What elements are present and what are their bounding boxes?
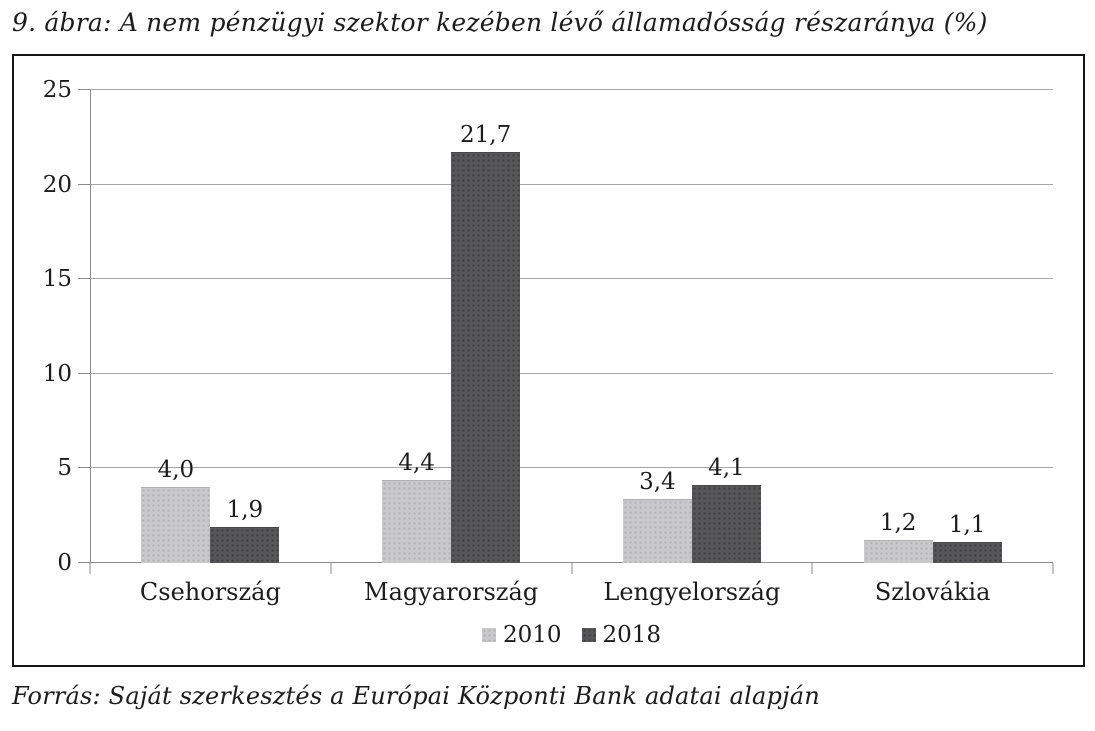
- y-axis-tick-label: 0: [57, 550, 72, 576]
- bar-value-label: 4,0: [157, 457, 195, 484]
- source-note: Forrás: Saját szerkesztés a Európai Közp…: [12, 682, 820, 710]
- gridline: [90, 278, 1053, 280]
- bar-2010: 4,4: [382, 450, 452, 563]
- x-axis-category-label: Magyarország: [364, 578, 539, 606]
- gridline: [90, 89, 1053, 90]
- figure-title: 9. ábra: A nem pénzügyi szektor kezében …: [12, 8, 988, 37]
- x-axis: [90, 562, 1053, 563]
- bar-2018: 4,1: [691, 455, 761, 563]
- y-axis: [90, 90, 91, 563]
- bar-2018: 1,1: [932, 512, 1002, 563]
- bar-2010: 1,2: [863, 510, 933, 563]
- bar-2018: 1,9: [210, 497, 280, 563]
- y-axis-tick-label: 15: [42, 266, 72, 293]
- y-axis-tick: [78, 562, 90, 563]
- x-axis-category-label: Csehország: [139, 578, 281, 606]
- x-axis-tick: [89, 563, 91, 574]
- x-axis-tick: [330, 563, 332, 574]
- plot-area: 0 5 10 15 20 25 4,0 1,9 4,4 21,7 3,4 4,1 1,2 1,1: [43, 77, 1054, 576]
- gridline: [90, 183, 1053, 185]
- gridline: [90, 372, 1053, 374]
- bar-value-label: 4,1: [708, 455, 745, 482]
- x-axis-tick: [571, 563, 572, 574]
- chart-frame: 0 5 10 15 20 25 4,0 1,9 4,4 21,7 3,4 4,1 1,2 1,1 Cseh…: [12, 54, 1085, 667]
- bar-value-label: 1,2: [879, 510, 917, 537]
- bar-2010: 3,4: [622, 469, 692, 563]
- y-axis-tick-label: 25: [42, 77, 72, 103]
- legend-swatch-2018: [581, 628, 596, 642]
- y-axis-tick-label: 20: [42, 171, 72, 198]
- legend-item-2018: 2018: [581, 622, 662, 648]
- bar-value-label: 3,4: [639, 468, 676, 495]
- bar-value-label: 4,4: [398, 449, 435, 476]
- x-axis-category-label: Szlovákia: [874, 578, 991, 606]
- legend-label: 2010: [502, 622, 562, 648]
- legend-label: 2018: [602, 622, 662, 648]
- y-axis-tick: [78, 89, 90, 90]
- bar-value-label: 21,7: [460, 122, 512, 149]
- y-axis-tick: [78, 278, 90, 280]
- bar-value-label: 1,1: [948, 512, 986, 539]
- x-axis-labels: Csehország Magyarország Lengyelország Szlov…: [90, 578, 1053, 606]
- y-axis-tick: [78, 467, 90, 469]
- y-axis-tick: [78, 183, 90, 185]
- y-axis-tick-label: 5: [57, 455, 72, 482]
- gridline: [90, 467, 1053, 469]
- y-axis-tick: [78, 372, 90, 374]
- bar-group: 4,4 21,7: [331, 90, 572, 563]
- x-axis-category-label: Lengyelország: [603, 578, 781, 606]
- bar-group: 3,4 4,1: [572, 90, 813, 563]
- bar-groups: 4,0 1,9 4,4 21,7 3,4 4,1 1,2 1,1: [90, 90, 1053, 563]
- bar-group: 4,0 1,9: [90, 90, 331, 563]
- legend-item-2010: 2010: [481, 622, 562, 648]
- legend: 2010 2018: [90, 622, 1053, 648]
- y-axis-tick-label: 10: [42, 360, 72, 387]
- x-axis-tick: [811, 563, 813, 574]
- bar-value-label: 1,9: [226, 497, 264, 524]
- legend-swatch-2010: [481, 628, 496, 642]
- bar-2018: 21,7: [451, 122, 521, 563]
- bar-group: 1,2 1,1: [812, 90, 1053, 563]
- bar-2010: 4,0: [141, 457, 211, 563]
- x-axis-tick: [1052, 563, 1054, 574]
